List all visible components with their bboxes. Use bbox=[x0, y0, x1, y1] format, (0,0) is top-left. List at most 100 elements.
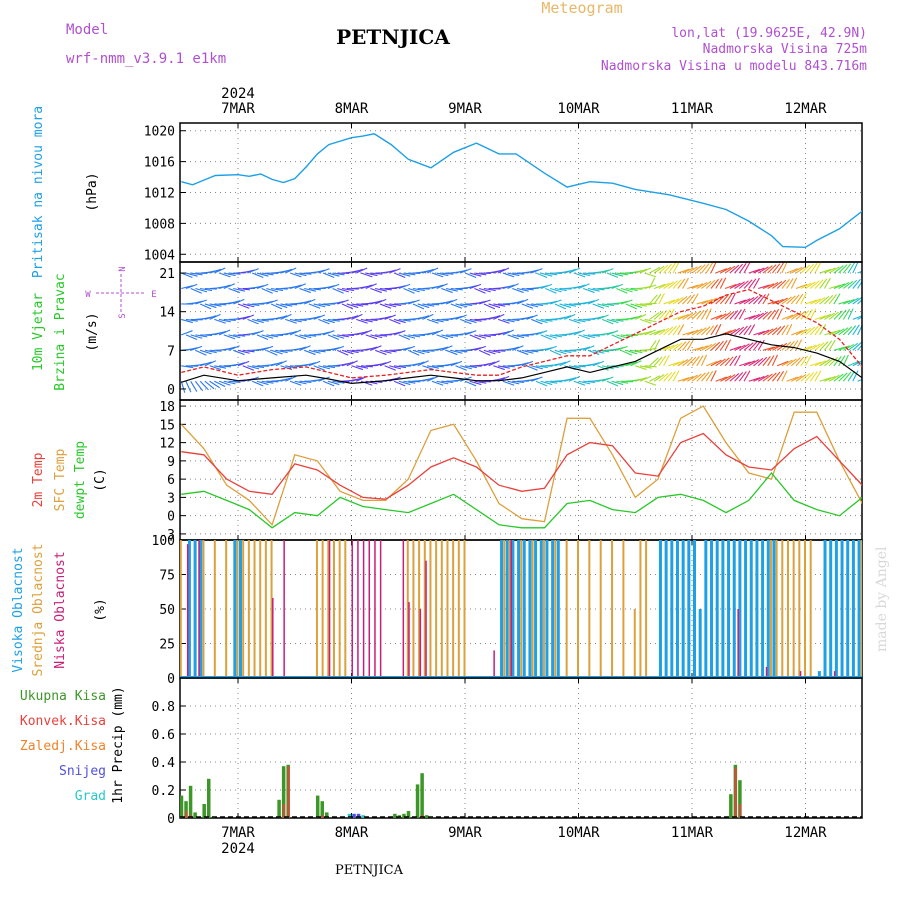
cloud-bar bbox=[225, 540, 228, 678]
bottom-year-label: 2024 bbox=[221, 841, 255, 857]
precip-bar bbox=[325, 812, 329, 818]
wind-barb-icon bbox=[356, 365, 369, 369]
wind-barb-icon bbox=[422, 365, 434, 371]
precip-bar bbox=[202, 804, 206, 818]
wind-barb-icon bbox=[483, 361, 496, 367]
wind-barb-icon bbox=[753, 277, 760, 289]
temp-ylabel-1: 2m Temp bbox=[31, 452, 46, 507]
y-tick-label: 0.6 bbox=[152, 728, 175, 743]
wind-barb-icon bbox=[261, 380, 274, 384]
wind-barb-icon bbox=[370, 334, 383, 339]
x-tick-label-top: 10MAR bbox=[557, 101, 600, 117]
wind-barb-icon bbox=[337, 287, 349, 293]
wind-barb-icon bbox=[507, 318, 520, 322]
compass-rose: N S W E bbox=[85, 266, 156, 318]
wind-barb-icon bbox=[474, 334, 487, 339]
wind-barb-icon bbox=[322, 380, 335, 387]
wind-barb-icon bbox=[445, 287, 458, 292]
wind-panel: 0 7 14 21 bbox=[159, 261, 874, 401]
wind-barb-icon bbox=[303, 298, 316, 305]
wind-barb-icon bbox=[668, 298, 680, 305]
wind-barb-icon bbox=[705, 262, 714, 274]
wind-barb-icon bbox=[729, 373, 740, 382]
x-tick-label-top: 9MAR bbox=[448, 101, 482, 117]
wind-barb-icon bbox=[195, 299, 207, 305]
wind-barb-icon bbox=[828, 294, 837, 305]
wind-barb-icon bbox=[559, 303, 572, 309]
wind-barb-icon bbox=[653, 311, 664, 320]
wind-barb-icon bbox=[233, 287, 246, 292]
wind-barb-icon bbox=[842, 371, 852, 382]
y-tick-label: 15 bbox=[159, 418, 175, 433]
wind-barb-icon bbox=[583, 345, 595, 351]
wind-barb-icon bbox=[867, 294, 874, 304]
cloud-bar bbox=[531, 540, 534, 678]
wind-barb-icon bbox=[285, 318, 297, 324]
wind-barb-icon bbox=[762, 328, 774, 336]
wind-barb-icon bbox=[516, 362, 529, 367]
wind-barb-icon bbox=[521, 349, 534, 354]
wind-barb-icon bbox=[771, 354, 778, 367]
wind-barb-icon bbox=[313, 365, 326, 371]
wind-barb-icon bbox=[441, 287, 453, 294]
wind-barb-icon bbox=[299, 380, 312, 384]
wind-barb-icon bbox=[644, 365, 657, 368]
wind-barb-icon bbox=[375, 287, 387, 292]
precip-bar bbox=[347, 813, 352, 818]
wind-barb-icon bbox=[743, 324, 752, 336]
wind-barb-icon bbox=[781, 314, 794, 320]
wind-barb-icon bbox=[743, 360, 756, 367]
wind-barb-icon bbox=[256, 334, 269, 341]
wind-barb-icon bbox=[403, 287, 415, 294]
wind-barb-icon bbox=[686, 374, 698, 382]
wind-barb-icon bbox=[748, 268, 761, 274]
wind-barb-icon bbox=[677, 295, 688, 305]
wind-barb-icon bbox=[200, 349, 212, 355]
wind-barb-icon bbox=[852, 262, 859, 274]
wind-barb-icon bbox=[743, 342, 754, 351]
wind-barb-icon bbox=[185, 272, 198, 277]
wind-barb-icon bbox=[649, 312, 660, 320]
wind-barb-icon bbox=[389, 303, 402, 307]
wind-barb-icon bbox=[398, 380, 411, 386]
wind-barb-icon bbox=[653, 328, 666, 336]
wind-barb-icon bbox=[540, 380, 553, 386]
wind-barb-icon bbox=[635, 313, 647, 320]
cloud-bar bbox=[510, 540, 512, 678]
wind-barb-icon bbox=[237, 315, 250, 320]
wind-barb-icon bbox=[852, 315, 862, 320]
wind-barb-icon bbox=[658, 282, 670, 289]
wind-barb-icon bbox=[809, 371, 818, 382]
wind-barb-icon bbox=[724, 283, 737, 290]
wind-barb-icon bbox=[360, 318, 373, 323]
wind-barb-icon bbox=[691, 310, 701, 320]
wind-barb-icon bbox=[531, 318, 543, 325]
wind-barb-icon bbox=[748, 295, 759, 305]
cloud-bar bbox=[737, 609, 739, 678]
wind-barb-icon bbox=[663, 326, 674, 336]
wind-barb-icon bbox=[852, 296, 862, 305]
wind-barb-icon bbox=[218, 329, 231, 336]
wind-barb-icon bbox=[573, 272, 586, 278]
wind-barb-icon bbox=[200, 287, 213, 292]
wind-barb-icon bbox=[507, 272, 520, 277]
wind-barb-icon bbox=[403, 380, 416, 384]
precip-bar bbox=[184, 801, 188, 818]
precip-bar bbox=[361, 815, 365, 818]
wind-barb-icon bbox=[781, 324, 789, 336]
wind-barb-icon bbox=[833, 373, 844, 382]
wind-barb-icon bbox=[531, 365, 543, 370]
wind-barb-icon bbox=[370, 345, 382, 351]
wind-barb-icon bbox=[393, 272, 406, 279]
cloud-bar bbox=[866, 540, 868, 678]
wind-barb-icon bbox=[776, 308, 783, 320]
wind-barb-icon bbox=[824, 312, 835, 320]
wind-barb-icon bbox=[809, 343, 821, 351]
wind-barb-icon bbox=[786, 278, 794, 289]
cloud-bar bbox=[503, 540, 506, 678]
wind-barb-icon bbox=[251, 330, 264, 336]
wind-barb-icon bbox=[710, 314, 723, 320]
cloud-bar bbox=[622, 540, 625, 678]
wind-barb-icon bbox=[705, 297, 717, 305]
wind-barb-icon bbox=[181, 318, 193, 324]
